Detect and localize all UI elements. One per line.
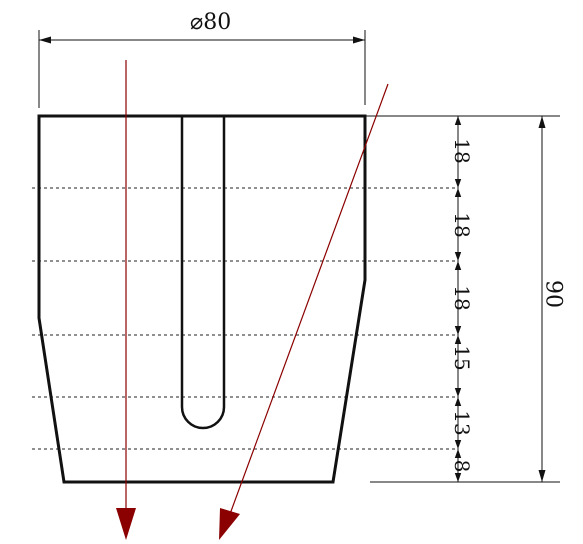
segment-arrowhead-5 <box>454 261 462 270</box>
segment-label-6: 8 <box>450 460 474 473</box>
segment-arrowhead-11 <box>454 449 462 458</box>
segment-dimensions: 18 18 18 15 13 8 <box>450 116 474 482</box>
segment-arrowhead-8 <box>454 388 462 397</box>
total-height-dimension: 90 <box>538 116 566 482</box>
section-level-lines <box>32 187 458 450</box>
diameter-dimension: ⌀80 <box>38 10 366 108</box>
segment-arrowhead-10 <box>454 440 462 449</box>
diameter-arrowhead-right <box>353 36 365 44</box>
segment-arrowhead-12 <box>454 473 462 482</box>
segment-arrowhead-6 <box>454 326 462 335</box>
segment-arrowheads <box>454 116 462 482</box>
segment-arrowhead-7 <box>454 335 462 344</box>
vertical-ray <box>116 60 136 540</box>
segment-label-3: 18 <box>450 285 474 310</box>
oblique-ray-arrowhead <box>219 508 240 540</box>
segment-label-2: 18 <box>450 212 474 237</box>
vertical-ray-arrowhead <box>116 508 136 540</box>
segment-label-4: 15 <box>450 345 474 370</box>
segment-arrowhead-4 <box>454 252 462 261</box>
segment-arrowhead-2 <box>454 179 462 188</box>
segment-label-1: 18 <box>450 138 474 163</box>
diameter-label: ⌀80 <box>190 10 231 35</box>
segment-arrowhead-9 <box>454 397 462 406</box>
segment-label-5: 13 <box>450 410 474 435</box>
slot-outline <box>180 116 226 430</box>
segment-arrowhead-3 <box>454 188 462 197</box>
diameter-arrowhead-left <box>39 36 51 44</box>
total-height-arrowhead-top <box>538 116 546 128</box>
oblique-ray-line <box>229 83 389 515</box>
total-height-arrowhead-bottom <box>538 470 546 482</box>
oblique-ray <box>219 83 389 540</box>
segment-arrowhead-1 <box>454 116 462 125</box>
total-height-label: 90 <box>541 280 566 308</box>
